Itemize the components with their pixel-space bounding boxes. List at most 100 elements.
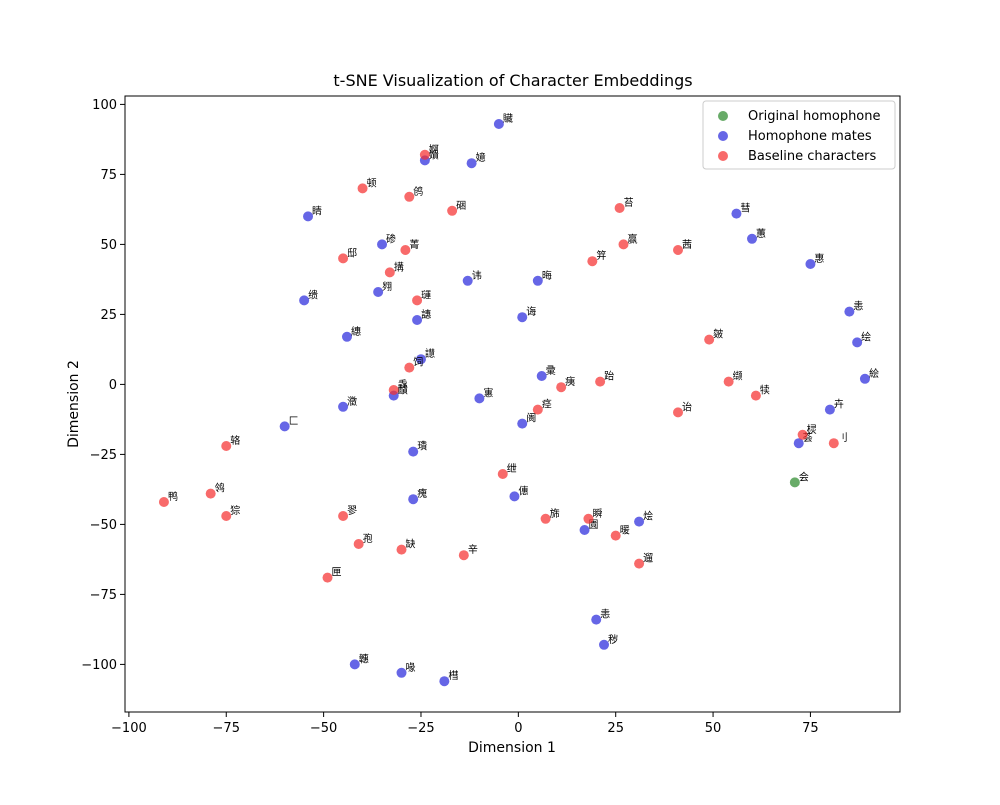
scatter-point	[279, 421, 290, 432]
point-label: 菁	[409, 238, 419, 251]
scatter-point	[556, 382, 567, 393]
scatter-point	[404, 362, 415, 373]
point-label: 圚	[589, 519, 599, 531]
point-label: 繐	[351, 325, 361, 338]
point-label: 邸	[347, 246, 357, 259]
x-tick-label: −100	[111, 721, 147, 736]
point-label: 犊	[760, 384, 770, 397]
scatter-point	[497, 469, 508, 479]
scatter-point	[599, 639, 610, 650]
point-label: 韢	[359, 652, 369, 665]
point-label: 瀓	[347, 395, 357, 408]
scatter-point	[415, 354, 426, 365]
point-label: 会	[799, 470, 809, 483]
point-label: 阓	[526, 412, 536, 425]
scatter-point	[299, 295, 310, 306]
point-label: 匚	[289, 416, 299, 427]
point-label: 瞬	[592, 507, 602, 520]
point-label: 硱	[456, 200, 466, 212]
scatter-point	[536, 371, 547, 381]
point-label: 恚	[853, 301, 863, 313]
y-tick-label: −25	[90, 448, 117, 463]
scatter-point	[349, 659, 360, 670]
scatter-point	[587, 256, 598, 267]
point-label: 皴	[713, 328, 723, 341]
point-label: 绁	[507, 462, 517, 475]
point-label: 靧	[398, 385, 408, 397]
point-label: 晦	[542, 270, 552, 282]
point-label: 贜	[503, 112, 513, 125]
scatter-point	[408, 494, 419, 505]
point-label: 瘣	[417, 487, 427, 500]
point-label: 棂	[807, 423, 817, 436]
scatter-point	[205, 488, 216, 499]
scatter-point	[750, 390, 761, 401]
plot-area	[124, 95, 901, 713]
point-label: 烩	[643, 510, 653, 523]
x-tick-label: −75	[213, 721, 240, 736]
point-label: 寭	[483, 386, 493, 399]
point-label: 槥	[448, 670, 458, 682]
point-label: 痍	[565, 375, 575, 388]
scatter-point	[532, 404, 543, 415]
scatter-point	[797, 429, 808, 440]
point-label: 翙	[382, 280, 392, 293]
scatter-point	[373, 287, 384, 297]
scatter-point	[634, 516, 645, 527]
scatter-point	[338, 511, 349, 521]
point-label: 璳	[417, 440, 427, 453]
y-tick-label: 0	[109, 378, 117, 393]
scatter-point	[789, 477, 800, 488]
point-label: 辛	[468, 543, 478, 556]
scatter-point	[618, 239, 629, 250]
scatter-point	[844, 306, 855, 317]
scatter-point	[412, 295, 423, 306]
scatter-point	[509, 491, 520, 502]
scatter-point	[723, 376, 734, 387]
point-label: 诲	[526, 305, 536, 318]
point-label: 譿	[425, 347, 435, 360]
point-label: 讳	[472, 269, 482, 282]
x-tick-label: 0	[514, 721, 522, 736]
scatter-point	[579, 525, 590, 535]
scatter-point	[388, 385, 399, 395]
point-label: 嬑	[476, 151, 486, 164]
point-label: 顿	[367, 176, 377, 189]
point-label: 睛	[312, 205, 322, 217]
scatter-point	[462, 275, 473, 286]
scatter-point	[474, 393, 485, 404]
scatter-point	[412, 315, 423, 325]
x-tick-label: 25	[607, 721, 624, 736]
legend-label: Baseline characters	[748, 149, 877, 164]
point-label: 毳	[398, 378, 408, 391]
y-tick-label: 100	[92, 98, 117, 113]
x-tick-label: 75	[802, 721, 819, 736]
scatter-point	[408, 446, 419, 457]
point-label: 缋	[308, 288, 318, 301]
scatter-point	[673, 245, 684, 255]
scatter-point	[610, 530, 621, 541]
point-label: 跆	[604, 370, 614, 383]
y-tick-label: 25	[100, 308, 117, 323]
scatter-point	[591, 614, 602, 625]
point-label: 喙	[406, 661, 416, 674]
point-label: 猔	[230, 504, 240, 517]
scatter-point	[338, 401, 349, 412]
x-axis: −100 −75 −50 −25 0 25 50 75	[111, 712, 819, 736]
scatter-point	[634, 558, 645, 569]
scatter-point	[221, 441, 232, 451]
scatter-point	[704, 334, 715, 345]
scatter-point	[447, 205, 458, 216]
legend-marker	[718, 151, 728, 161]
scatter-point	[400, 245, 411, 255]
point-label: 翏	[347, 505, 357, 517]
y-tick-label: −50	[90, 518, 117, 533]
scatter-point	[747, 233, 758, 244]
point-label: 搆	[394, 260, 404, 273]
point-label: 缺	[406, 538, 416, 551]
point-label: 赢	[627, 232, 637, 245]
scatter-point	[357, 183, 368, 194]
y-tick-label: −100	[81, 658, 117, 673]
series-0: 会	[789, 470, 809, 488]
